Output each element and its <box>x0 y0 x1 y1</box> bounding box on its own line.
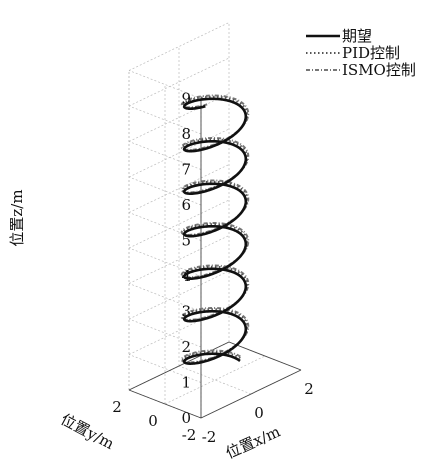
grid-line <box>128 176 202 206</box>
grid-line <box>128 235 230 284</box>
series-line-pid <box>181 95 249 364</box>
grid-line <box>128 141 202 170</box>
y-tick-labels: -202 <box>112 398 196 444</box>
grid-line <box>128 270 230 320</box>
grid-line <box>128 164 230 213</box>
axis-line <box>228 341 302 371</box>
x-tick-label: -2 <box>202 428 217 446</box>
y-tick-label: -2 <box>182 426 197 444</box>
x-tick-label: 0 <box>254 404 264 422</box>
z-tick-label: 9 <box>181 90 191 108</box>
grid-line <box>128 105 202 135</box>
grid-line <box>128 57 230 107</box>
z-tick-label: 4 <box>181 267 191 285</box>
legend-label-desired: 期望 <box>342 27 372 45</box>
series-line-ismo <box>180 94 250 364</box>
z-tick-label: 6 <box>181 196 191 214</box>
z-tick-label: 1 <box>181 374 191 392</box>
y-axis-label: 位置y/m <box>58 410 117 453</box>
series-curves <box>180 94 250 365</box>
grid-line <box>128 318 202 348</box>
grid-line <box>164 355 266 405</box>
grid-line <box>128 283 202 312</box>
y-tick-label: 2 <box>112 398 122 416</box>
grid-line <box>128 199 230 249</box>
x-tick-label: 2 <box>304 380 314 398</box>
axis-line <box>128 389 202 419</box>
axis-line <box>200 369 302 419</box>
z-axis-label: 位置z/m <box>8 189 26 246</box>
legend-label-ismo: ISMO控制 <box>342 61 416 79</box>
grid-line <box>128 354 202 383</box>
grid-line <box>128 128 230 178</box>
grid-line <box>178 365 252 395</box>
grid-line <box>128 70 202 99</box>
grid-line <box>128 22 230 71</box>
z-tick-label: 3 <box>181 303 191 321</box>
x-tick-labels: -2 0 2 <box>202 380 314 446</box>
z-tick-label: 7 <box>181 161 191 179</box>
legend-label-pid: PID控制 <box>342 44 400 62</box>
z-tick-label: 2 <box>181 338 191 356</box>
series-line-desired <box>182 97 248 365</box>
z-tick-label: 8 <box>181 125 191 143</box>
grid-line <box>128 93 230 142</box>
y-tick-label: 0 <box>148 412 158 430</box>
legend: 期望 PID控制 ISMO控制 <box>306 27 416 79</box>
z-tick-label: 0 <box>181 409 191 427</box>
x-axis-label: 位置x/m <box>223 422 283 462</box>
z-tick-labels: 0 1 2 3 4 5 6 7 8 9 <box>181 90 191 428</box>
z-tick-label: 5 <box>181 232 191 250</box>
